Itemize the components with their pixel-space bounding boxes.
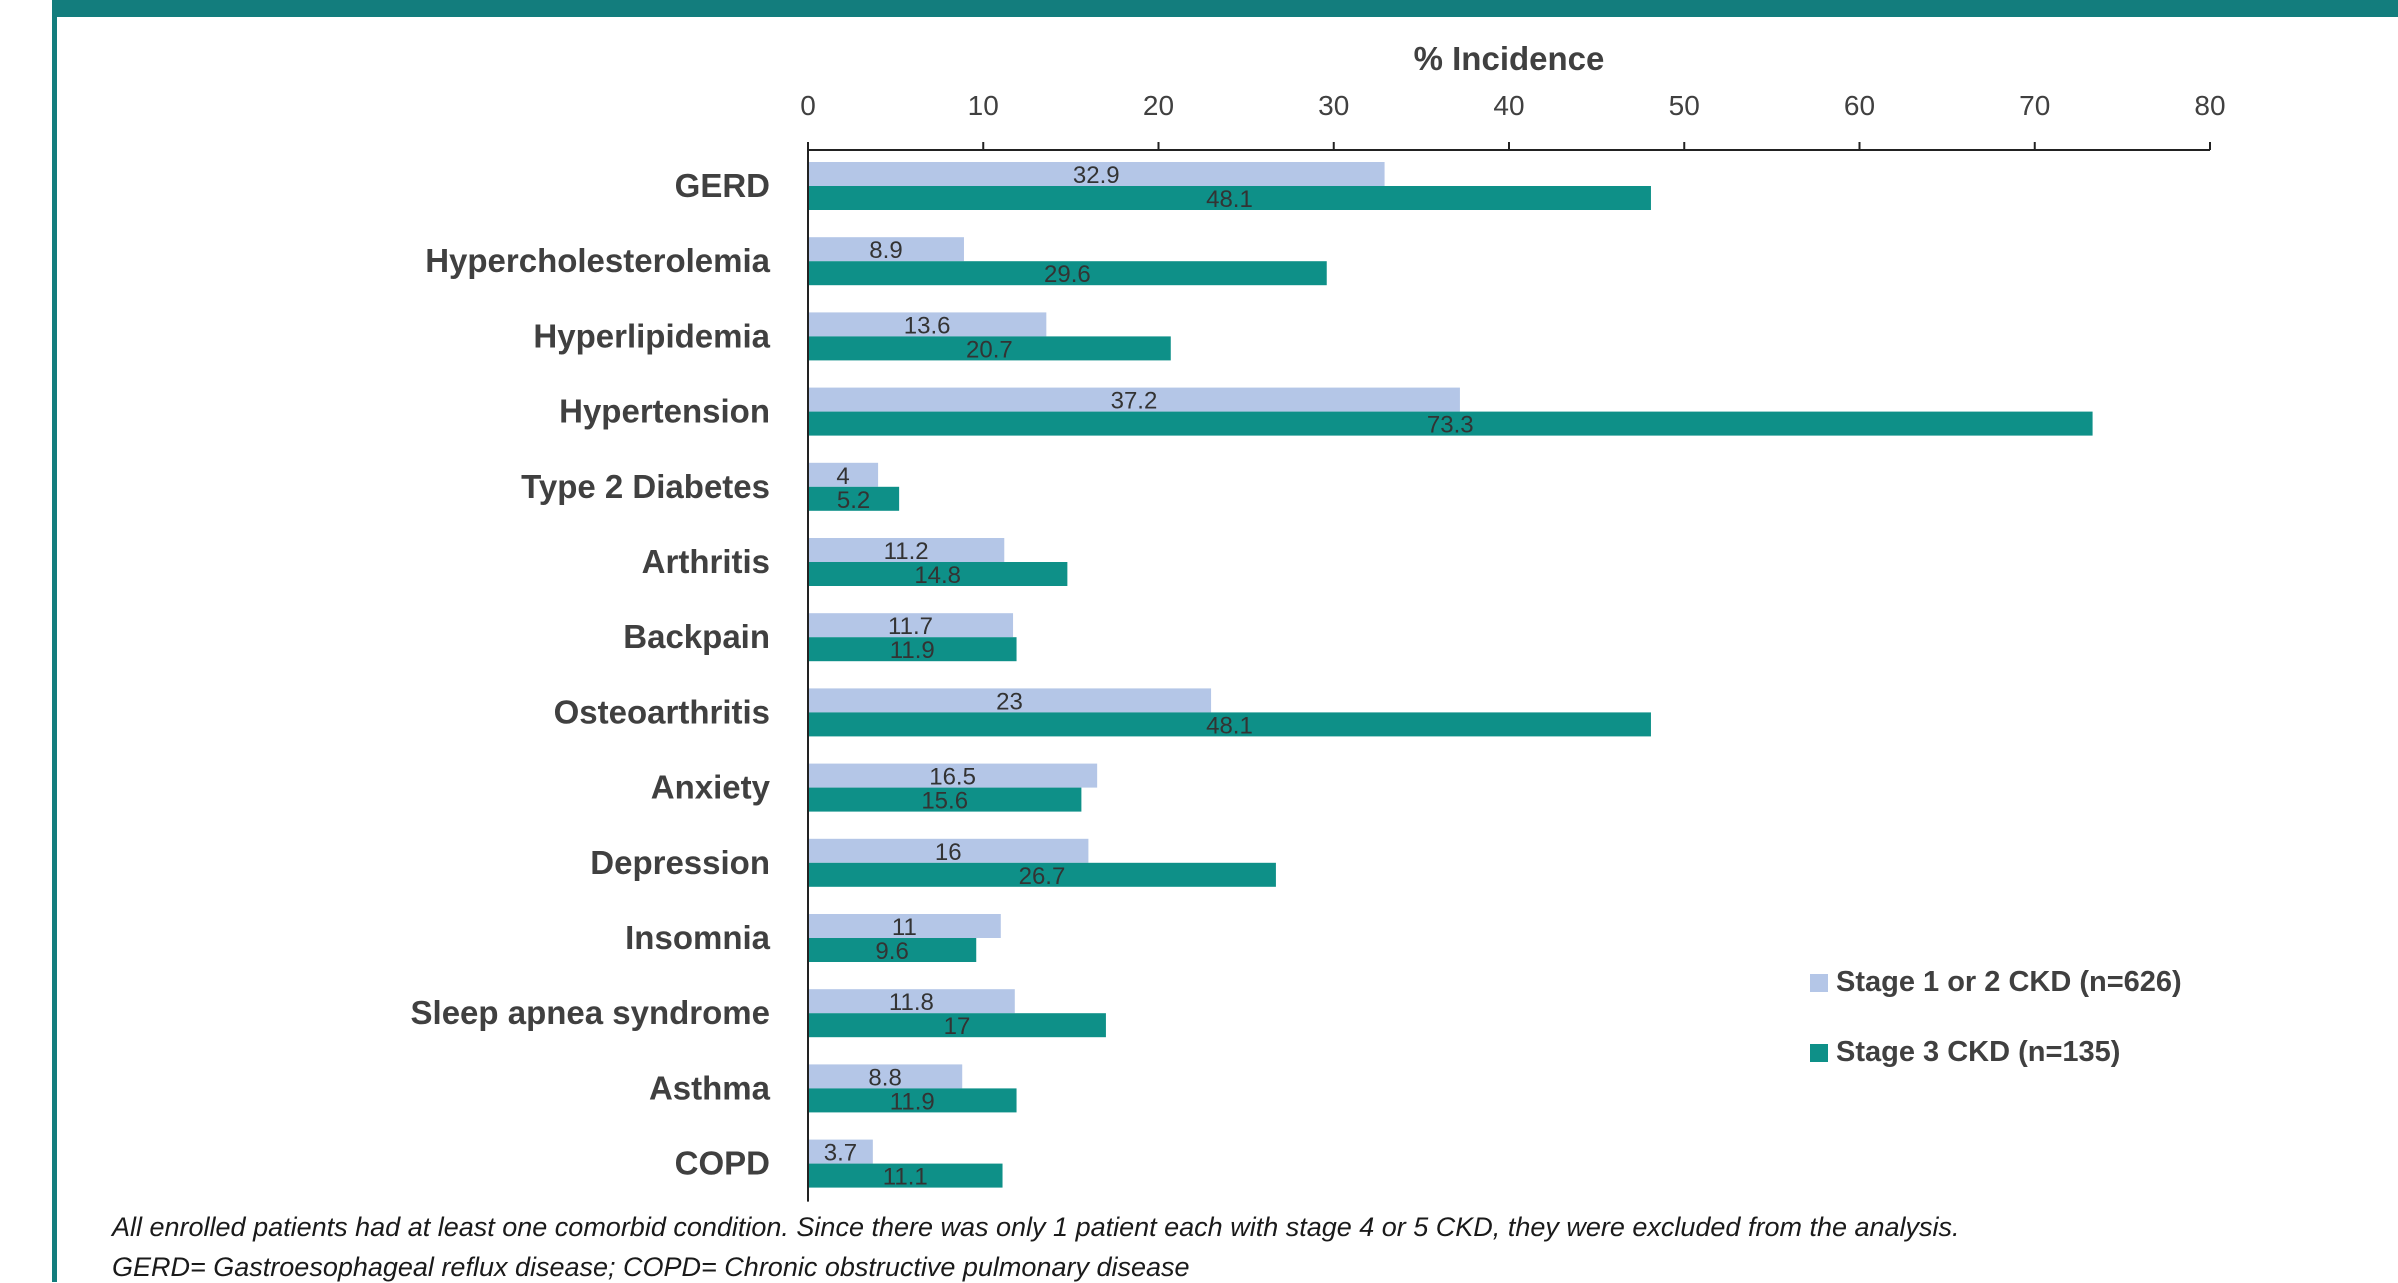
category-label: Type 2 Diabetes xyxy=(521,468,770,505)
bar xyxy=(809,387,1460,412)
legend-label: Stage 1 or 2 CKD (n=626) xyxy=(1836,966,2182,998)
data-label: 11 xyxy=(892,914,917,941)
footnote-exclusion: All enrolled patients had at least one c… xyxy=(112,1212,1960,1242)
data-label: 11.9 xyxy=(890,1088,935,1115)
data-label: 32.9 xyxy=(1073,162,1120,189)
legend-swatch xyxy=(1810,974,1828,992)
bar xyxy=(809,237,964,262)
x-tick-label: 10 xyxy=(968,90,999,121)
bar xyxy=(809,712,1651,737)
category-label: Sleep apnea syndrome xyxy=(411,994,770,1031)
bar xyxy=(809,637,1017,662)
bar xyxy=(809,486,900,511)
category-label: COPD xyxy=(675,1145,770,1182)
bar xyxy=(809,1088,1017,1113)
bar xyxy=(809,1013,1106,1038)
category-label: GERD xyxy=(675,167,770,204)
data-label: 3.7 xyxy=(824,1140,857,1167)
data-label: 9.6 xyxy=(875,938,908,965)
category-label: Hyperlipidemia xyxy=(533,317,770,354)
bar xyxy=(809,838,1089,863)
category-label: Osteoarthritis xyxy=(554,693,770,730)
category-label: Insomnia xyxy=(625,919,771,956)
x-tick-label: 0 xyxy=(800,90,816,121)
bar xyxy=(809,613,1014,638)
bar xyxy=(809,261,1327,286)
bar xyxy=(809,562,1068,586)
x-tick-label: 60 xyxy=(1844,90,1875,121)
bar xyxy=(809,1163,1003,1188)
data-label: 11.8 xyxy=(889,989,934,1016)
data-label: 11.2 xyxy=(884,538,929,565)
data-label: 37.2 xyxy=(1111,388,1158,415)
x-tick-label: 40 xyxy=(1493,90,1524,121)
category-label: Arthritis xyxy=(642,543,770,580)
data-label: 13.6 xyxy=(904,312,951,339)
data-label: 14.8 xyxy=(914,562,961,589)
bar xyxy=(809,1139,873,1164)
bar xyxy=(809,186,1651,210)
x-tick-label: 80 xyxy=(2194,90,2225,121)
legend-label: Stage 3 CKD (n=135) xyxy=(1836,1036,2120,1068)
data-label: 15.6 xyxy=(921,788,968,815)
bar xyxy=(809,411,2093,436)
x-tick-label: 70 xyxy=(2019,90,2050,121)
x-tick-label: 30 xyxy=(1318,90,1349,121)
data-label: 29.6 xyxy=(1044,261,1091,288)
data-label: 16.5 xyxy=(929,764,976,791)
data-label: 16 xyxy=(935,839,962,866)
data-label: 5.2 xyxy=(837,487,870,514)
bar xyxy=(809,538,1005,562)
bar xyxy=(809,336,1171,361)
data-label: 20.7 xyxy=(966,336,1013,363)
data-label: 23 xyxy=(996,688,1023,715)
category-label: Hypercholesterolemia xyxy=(425,242,770,279)
bar xyxy=(809,787,1082,812)
category-label: Depression xyxy=(590,844,770,881)
category-label: Asthma xyxy=(649,1069,771,1106)
data-label: 8.8 xyxy=(868,1064,901,1091)
data-label: 4 xyxy=(836,463,849,490)
bar xyxy=(809,462,879,487)
category-label: Backpain xyxy=(623,618,770,655)
bar xyxy=(809,914,1001,938)
category-label: Anxiety xyxy=(651,769,771,806)
left-frame-rule xyxy=(52,0,57,1282)
bar xyxy=(809,989,1015,1014)
x-axis-title: % Incidence xyxy=(1414,40,1605,77)
data-label: 11.1 xyxy=(883,1164,928,1191)
data-label: 11.7 xyxy=(888,613,933,640)
data-label: 73.3 xyxy=(1427,412,1474,439)
data-label: 8.9 xyxy=(869,237,902,264)
bar xyxy=(809,763,1098,788)
bar xyxy=(809,862,1276,887)
data-label: 48.1 xyxy=(1206,186,1253,213)
data-label: 26.7 xyxy=(1019,863,1066,890)
comorbidity-bar-chart: % Incidence 0 10 20 30 40 50 60 70 80 GERD 32.9 48.1… xyxy=(411,40,2226,1202)
x-tick-label: 50 xyxy=(1669,90,1700,121)
bar xyxy=(809,688,1212,713)
legend-swatch xyxy=(1810,1044,1828,1062)
bar xyxy=(809,312,1047,337)
header-bar xyxy=(52,0,2398,17)
bar xyxy=(809,938,977,962)
footnote-abbreviations: GERD= Gastroesophageal reflux disease; C… xyxy=(112,1252,1190,1282)
data-label: 11.9 xyxy=(890,637,935,664)
category-label: Hypertension xyxy=(559,393,770,430)
bar xyxy=(809,1064,963,1089)
data-label: 48.1 xyxy=(1206,712,1253,739)
data-label: 17 xyxy=(944,1013,971,1040)
x-tick-label: 20 xyxy=(1143,90,1174,121)
bar xyxy=(809,162,1385,186)
